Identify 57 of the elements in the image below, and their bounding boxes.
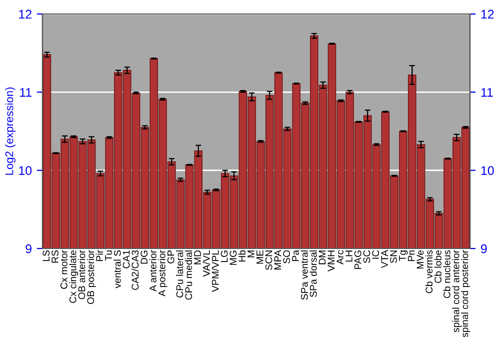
x-tick-label: ventral S [114,250,121,288]
x-tick-label: Tg [399,250,408,262]
x-tick-label: LH [346,250,352,262]
x-tick-label: Cb lobe [434,250,442,283]
x-tick-label: CA1 [122,250,130,268]
x-tick-label: Pn [408,250,415,261]
x-tick-label: Hb [238,250,246,262]
x-tick-label: SC [363,250,370,263]
x-tick-label: MD [194,250,201,264]
x-tick-label: CPu lateral [176,250,184,298]
y2-tick-label: 10 [481,166,494,175]
x-tick-label: MG [230,250,237,265]
x-tick-label: VPM/VPL [212,250,219,292]
x-tick-label: VA/VL [202,250,210,277]
x-tick-label: OB anterior [78,250,86,300]
x-tick-label: VTA [381,250,388,268]
y2-tick-label: 12 [481,10,494,19]
x-tick-label: DM [318,250,326,264]
x-tick-label: CPu medial [184,250,192,300]
x-tick-label: Cx cingulate [69,250,78,303]
x-tick-label: M [248,250,254,258]
x-tick-label: OB posterior [86,250,96,304]
x-tick-label: VMH [328,250,334,272]
x-tick-label: spinal cord anterior [452,250,462,332]
x-tick-label: Cb vermis [425,250,433,294]
x-tick-label: PAG [354,250,362,269]
x-tick-label: Pir [96,250,103,261]
x-tick-label: SPa dorsal [310,250,317,297]
x-tick-label: RS [52,250,58,263]
x-tick-label: DG [140,250,148,264]
x-tick-label: MVe [416,250,424,269]
y-tick-label: 11 [20,88,32,97]
x-tick-label: ME [256,250,264,264]
y-tick-label: 12 [19,10,32,19]
x-tick-label: Cb nucleus [443,250,450,298]
x-tick-label: SCN [265,250,272,270]
y2-tick-label: 11 [481,88,493,97]
x-tick-label: CA2/CA3 [131,250,139,290]
x-tick-label: Arc [336,250,344,264]
x-tick-label: spinal cord posterior [461,250,470,338]
x-tick-label: LS [42,250,50,261]
y-tick-label: 10 [19,166,32,175]
x-tick-label: IC [372,250,380,259]
x-tick-label: Cx motor [60,250,68,289]
x-tick-label: A posterior [158,250,168,296]
y-tick-label: 9 [26,244,32,254]
x-tick-label: Tu [105,250,112,261]
x-tick-label: Pa [292,250,299,261]
x-tick-label: MPA [274,250,282,270]
x-tick-label: GP [167,250,174,264]
x-tick-label: SO [283,250,290,264]
x-tick-label: SN [390,250,397,263]
x-tick-label: A anterior [149,250,156,292]
x-tick-label: SPa ventral [300,250,308,300]
y2-tick-label: 9 [481,244,487,254]
x-tick-label: LG [220,250,228,262]
y-axis-title: Log2 (expression) [5,87,16,175]
